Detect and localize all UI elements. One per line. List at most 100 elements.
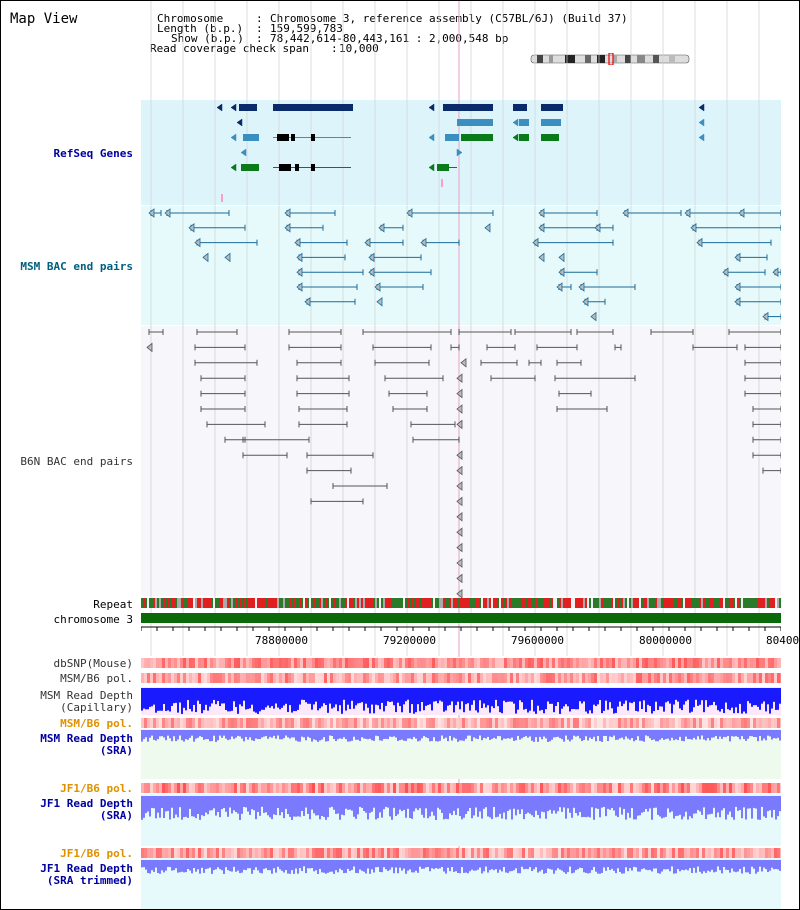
depth-bar [277,860,279,867]
heat-cell [483,848,486,858]
depth-bar [525,688,527,709]
depth-bar [639,730,641,741]
repeat-element [383,598,385,608]
repeat-element [293,598,295,608]
heat-cell [672,848,675,858]
heat-cell [501,783,504,793]
heat-cell [555,848,558,858]
gene-exon [279,164,291,171]
repeat-element [669,598,671,608]
heat-cell [210,718,213,728]
depth-bar [591,796,593,808]
depth-bar [225,730,227,739]
depth-bar [369,860,371,874]
heat-cell [198,673,201,683]
msm-read-depth-sra-sub: (SRA) [99,744,133,757]
repeat-element [161,598,163,608]
bac-end-arrow [538,222,545,233]
repeat-element [181,598,183,608]
depth-bar [671,730,673,738]
depth-bar [167,796,169,811]
heat-cell [162,848,165,858]
heat-cell [336,718,339,728]
heat-cell [258,658,261,668]
heat-cell [639,718,642,728]
depth-bar [143,730,145,739]
heat-cell [186,783,189,793]
heat-cell [183,848,186,858]
heat-cell [156,783,159,793]
heat-cell [348,673,351,683]
depth-bar [755,860,757,874]
heat-cell [333,718,336,728]
depth-bar [537,730,539,742]
repeat-element [289,598,291,608]
repeat-element [271,598,273,608]
heat-cell [753,718,756,728]
heat-cell [375,673,378,683]
depth-bar [279,688,281,710]
depth-bar [245,860,247,871]
repeat-element [195,598,197,608]
depth-bar [421,860,423,869]
repeat-element [617,598,619,608]
depth-bar [779,860,781,871]
depth-bar [417,730,419,742]
depth-bar [649,730,651,739]
repeat-element [587,598,589,608]
repeat-element [629,598,631,608]
depth-bar [199,796,201,820]
depth-bar [173,796,175,819]
depth-bar [715,860,717,872]
heat-cell [582,848,585,858]
heat-cell [204,848,207,858]
heat-cell [582,718,585,728]
heat-cell [690,848,693,858]
heat-cell [237,673,240,683]
depth-bar [571,860,573,874]
bac-end-arrow [558,252,565,263]
depth-bar [579,796,581,813]
heat-cell [387,673,390,683]
repeat-element [675,598,677,608]
depth-bar [603,860,605,868]
repeat-element [361,598,363,608]
depth-bar [419,730,421,741]
heat-cell [753,658,756,668]
heat-cell [216,673,219,683]
repeat-element [193,598,195,608]
depth-bar [233,730,235,739]
track-canvas[interactable] [141,1,781,910]
depth-bar [499,860,501,870]
depth-bar [349,730,351,742]
heat-cell [147,718,150,728]
heat-cell [615,848,618,858]
depth-bar [517,730,519,736]
heat-cell [720,658,723,668]
depth-bar [375,860,377,868]
heat-cell [240,658,243,668]
depth-bar [487,860,489,873]
heat-cell [624,658,627,668]
depth-bar [249,730,251,738]
heat-cell [432,783,435,793]
depth-bar [681,688,683,711]
depth-bar [707,860,709,871]
depth-bar [493,688,495,709]
depth-bar [327,860,329,873]
depth-bar [335,688,337,705]
heat-cell [471,658,474,668]
depth-bar [535,860,537,868]
heat-cell [489,718,492,728]
chromosome-ideogram[interactable] [529,53,691,65]
heat-cell [621,673,624,683]
heat-cell [330,673,333,683]
bac-end-arrow [722,267,729,278]
depth-bar [171,860,173,871]
heat-cell [201,718,204,728]
heat-cell [687,718,690,728]
depth-bar [341,688,343,714]
depth-bar [539,688,541,711]
gene-exon [241,164,259,171]
heat-cell [249,718,252,728]
